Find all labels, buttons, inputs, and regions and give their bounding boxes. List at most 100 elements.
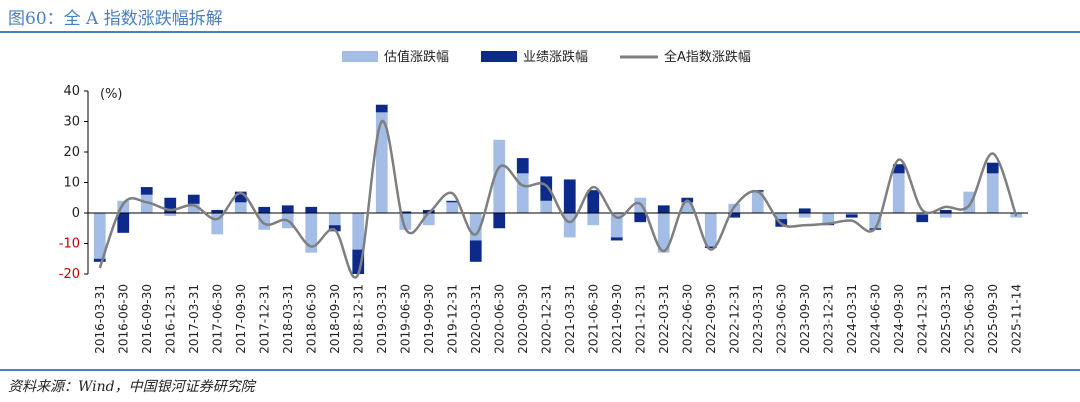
x-tick-label: 2016-06-30 <box>116 284 130 354</box>
valuation-bar <box>446 202 459 213</box>
earnings-bar <box>234 191 247 203</box>
source-note: 资料来源：Wind，中国银河证券研究院 <box>8 379 255 395</box>
earnings-bar <box>540 176 553 201</box>
earnings-bar <box>516 158 529 174</box>
valuation-bar <box>822 213 835 224</box>
valuation-bar <box>681 202 694 213</box>
earnings-bar <box>140 187 153 195</box>
x-tick-label: 2025-03-31 <box>939 284 953 354</box>
y-tick-label: -20 <box>59 267 80 282</box>
legend-earnings-label: 业绩涨跌幅 <box>523 49 588 65</box>
valuation-bar <box>516 173 529 213</box>
x-tick-label: 2020-09-30 <box>516 284 530 354</box>
valuation-bar <box>540 200 553 213</box>
earnings-bar <box>211 209 224 213</box>
x-tick-label: 2022-09-30 <box>704 284 718 354</box>
valuation-bar <box>892 173 905 213</box>
valuation-bar <box>211 213 224 235</box>
earnings-bar <box>845 214 858 218</box>
earnings-bar <box>563 179 576 213</box>
valuation-bar <box>305 213 318 253</box>
x-tick-label: 2020-12-31 <box>539 284 553 354</box>
earnings-bar <box>305 206 318 213</box>
valuation-bar <box>610 213 623 238</box>
x-tick-label: 2021-06-30 <box>586 284 600 354</box>
x-tick-label: 2017-03-31 <box>187 284 201 354</box>
x-tick-label: 2016-09-30 <box>140 284 154 354</box>
y-axis-unit: (%) <box>100 87 123 102</box>
index-return-line <box>98 120 1018 279</box>
x-tick-label: 2017-06-30 <box>210 284 224 354</box>
x-tick-label: 2018-03-31 <box>281 284 295 354</box>
x-tick-label: 2017-12-31 <box>257 284 271 354</box>
x-tick-label: 2023-03-31 <box>751 284 765 354</box>
x-tick-label: 2023-12-31 <box>821 284 835 354</box>
x-tick-label: 2017-09-30 <box>234 284 248 354</box>
earnings-bar <box>704 246 717 249</box>
x-tick-label: 2021-12-31 <box>633 284 647 354</box>
x-tick-label: 2025-06-30 <box>962 284 976 354</box>
legend-valuation-swatch <box>342 51 378 62</box>
valuation-bar <box>399 213 412 230</box>
x-tick-label: 2020-03-31 <box>469 284 483 354</box>
x-tick-label: 2023-06-30 <box>774 284 788 354</box>
earnings-bar <box>281 205 294 213</box>
earnings-bar <box>375 104 388 113</box>
earnings-bar <box>610 237 623 241</box>
valuation-bar <box>657 213 670 253</box>
legend-valuation-label: 估值涨跌幅 <box>384 49 449 65</box>
earnings-bar <box>587 190 600 213</box>
earnings-bar <box>446 200 459 203</box>
earnings-bar <box>986 162 999 174</box>
earnings-bar <box>634 213 647 223</box>
chart-svg: 估值涨跌幅 业绩涨跌幅 全A指数涨跌幅 (%) -20 -10 0 10 20 30 40 2… <box>59 49 1028 354</box>
x-tick-label: 2019-03-31 <box>375 284 389 354</box>
valuation-bar <box>916 213 929 215</box>
earnings-bar <box>258 206 271 213</box>
x-tick-label: 2024-09-30 <box>892 284 906 354</box>
earnings-bar <box>916 214 929 223</box>
x-tick-label: 2022-06-30 <box>680 284 694 354</box>
x-tick-label: 2018-09-30 <box>328 284 342 354</box>
valuation-bar <box>587 213 600 226</box>
earnings-bar <box>328 225 341 232</box>
valuation-bar <box>93 213 106 259</box>
y-tick-label: 20 <box>63 145 80 160</box>
valuation-bar <box>352 213 365 250</box>
x-tick-label: 2024-03-31 <box>845 284 859 354</box>
legend-earnings-swatch <box>481 51 517 62</box>
x-tick-label: 2019-12-31 <box>445 284 459 354</box>
valuation-bar <box>845 213 858 215</box>
x-tick-label: 2016-12-31 <box>163 284 177 354</box>
earnings-bar <box>352 249 365 274</box>
earnings-bar <box>657 205 670 213</box>
valuation-bar <box>375 112 388 213</box>
x-tick-label: 2019-09-30 <box>422 284 436 354</box>
x-tick-label: 2016-03-31 <box>93 284 107 354</box>
y-tick-label: 0 <box>72 206 80 221</box>
valuation-bar <box>563 213 576 238</box>
valuation-bar <box>939 213 952 218</box>
x-tick-label: 2021-03-31 <box>563 284 577 354</box>
earnings-bar <box>892 164 905 174</box>
x-tick-label: 2021-09-30 <box>610 284 624 354</box>
earnings-bar <box>93 258 106 262</box>
valuation-bar <box>140 194 153 213</box>
x-tick-label: 2025-09-30 <box>986 284 1000 354</box>
y-tick-label: 10 <box>63 176 80 191</box>
earnings-bar <box>798 208 811 213</box>
valuation-bar <box>704 213 717 247</box>
earnings-bar <box>493 213 506 229</box>
y-tick-label: 30 <box>63 115 80 130</box>
x-tick-label: 2023-09-30 <box>798 284 812 354</box>
x-tick-label: 2022-12-31 <box>727 284 741 354</box>
valuation-bar <box>117 200 130 213</box>
x-tick-label: 2020-06-30 <box>492 284 506 354</box>
earnings-bar <box>399 211 412 213</box>
valuation-bar <box>164 213 177 217</box>
valuation-bar <box>234 202 247 213</box>
plot-area: -20 -10 0 10 20 30 40 2016-03-31 2016-06-30 2016-… <box>59 84 1028 354</box>
x-tick-label: 2018-12-31 <box>351 284 365 354</box>
valuation-bar <box>187 203 200 213</box>
earnings-bar <box>164 197 177 213</box>
